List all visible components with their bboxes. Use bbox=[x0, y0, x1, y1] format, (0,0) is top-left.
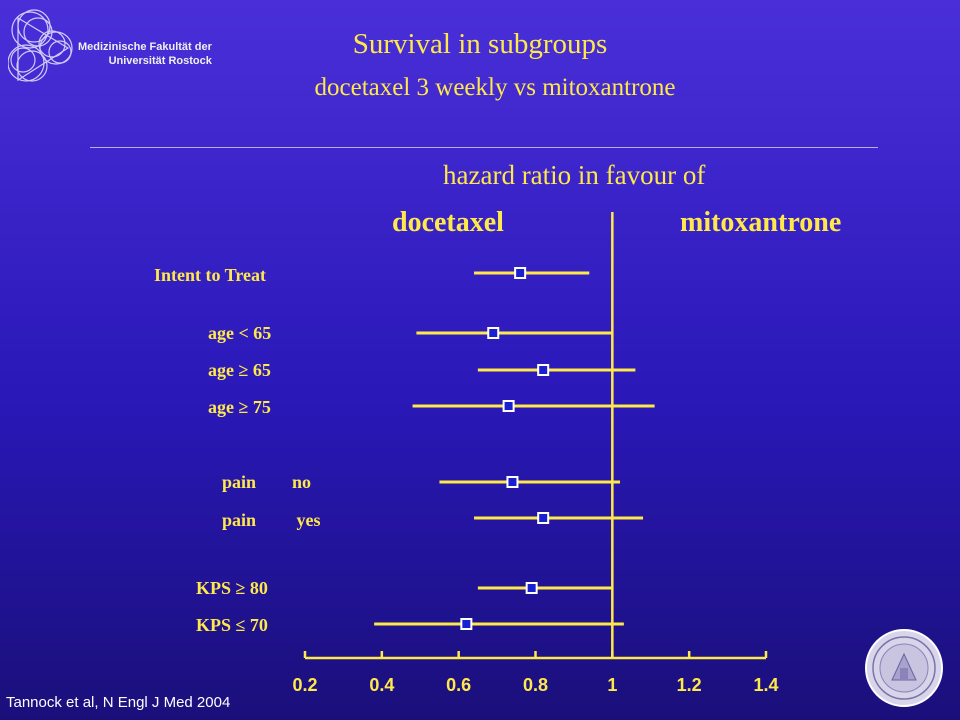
x-tick-label: 1 bbox=[607, 675, 617, 695]
hazard-ratio-point bbox=[487, 327, 500, 339]
row-label-pain-yes: pain yes bbox=[222, 510, 321, 530]
x-tick-label: 0.6 bbox=[446, 675, 471, 695]
university-logo bbox=[7, 8, 78, 93]
hazard-ratio-point bbox=[537, 512, 550, 524]
hazard-ratio-point bbox=[514, 267, 527, 279]
x-tick-label: 0.2 bbox=[292, 675, 317, 695]
row-label-age-75-plus: age ≥ 75 bbox=[208, 397, 271, 417]
institution-line-2: Universität Rostock bbox=[108, 55, 212, 67]
favours-left-label: docetaxel bbox=[392, 207, 504, 238]
row-label-age-65-plus: age ≥ 65 bbox=[208, 360, 271, 380]
hazard-ratio-point bbox=[537, 364, 550, 376]
x-tick-label: 1.2 bbox=[677, 675, 702, 695]
row-label-kps-70-minus: KPS ≤ 70 bbox=[196, 615, 268, 635]
row-label-pain-no: pain no bbox=[222, 472, 312, 492]
institution-name: Medizinische Fakultät der Universität Ro… bbox=[78, 40, 212, 68]
x-tick-label: 0.4 bbox=[369, 675, 394, 695]
hazard-ratio-point bbox=[502, 400, 515, 412]
chart-title: hazard ratio in favour of bbox=[443, 160, 706, 190]
hazard-ratio-point bbox=[506, 476, 519, 488]
x-tick-label: 0.8 bbox=[523, 675, 548, 695]
row-label-age-under-65: age < 65 bbox=[208, 323, 272, 343]
university-seal-icon bbox=[865, 629, 943, 707]
page-subtitle: docetaxel 3 weekly vs mitoxantrone bbox=[314, 74, 676, 101]
page-title: Survival in subgroups bbox=[352, 28, 608, 60]
faculty-emblem-icon bbox=[7, 9, 73, 82]
x-tick-label: 1.4 bbox=[753, 675, 778, 695]
row-label-itt: Intent to Treat bbox=[154, 265, 266, 285]
hazard-ratio-point bbox=[525, 582, 538, 594]
institution-line-1: Medizinische Fakultät der bbox=[78, 41, 212, 53]
citation: Tannock et al, N Engl J Med 2004 bbox=[6, 694, 231, 711]
university-seal bbox=[864, 628, 944, 713]
favours-right-label: mitoxantrone bbox=[680, 207, 842, 238]
row-label-kps-80-plus: KPS ≥ 80 bbox=[196, 578, 268, 598]
divider bbox=[90, 147, 878, 148]
hazard-ratio-point bbox=[460, 618, 473, 630]
